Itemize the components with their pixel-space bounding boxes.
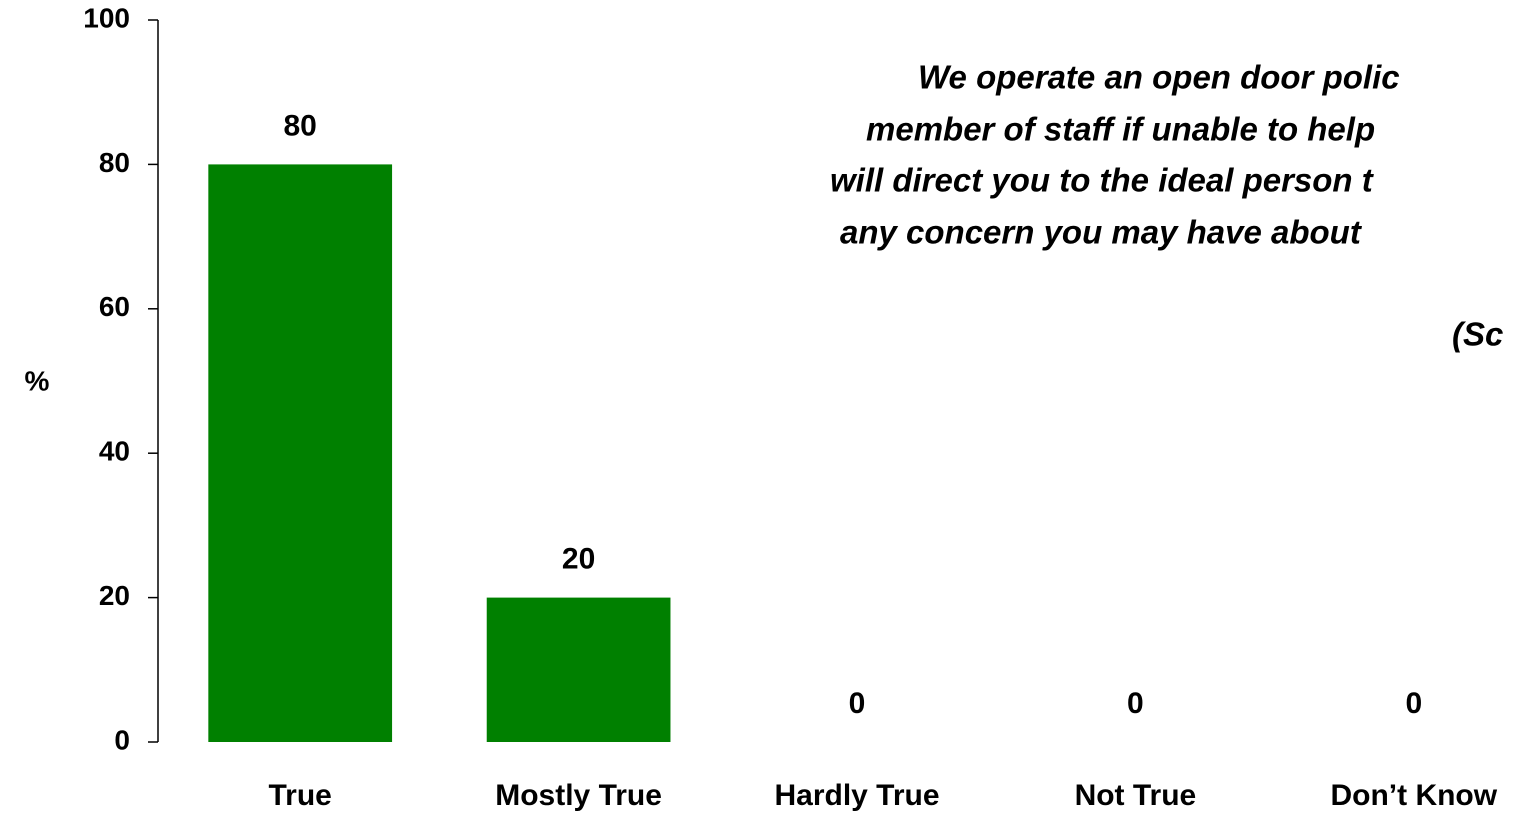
bar [486,597,671,742]
x-tick-label: Not True [1075,779,1197,812]
value-label: 0 [1127,687,1144,720]
y-tick-label: 0 [114,724,130,755]
y-axis-label: % [25,365,50,396]
y-tick-label: 40 [99,436,130,467]
x-tick-label: Don’t Know [1330,779,1497,812]
value-label: 20 [562,543,595,576]
annotation: any concern you may have about [840,214,1363,251]
annotation: (Sc [1452,316,1503,353]
annotation: We operate an open door polic [918,59,1400,96]
annotation: member of staff if unable to help [866,111,1375,148]
y-tick-label: 80 [99,147,130,178]
x-tick-label: Mostly True [495,779,662,812]
value-label: 80 [284,109,317,142]
value-label: 0 [1405,687,1422,720]
x-tick-label: True [269,779,332,812]
value-label: 0 [849,687,866,720]
x-tick-label: Hardly True [774,779,939,812]
annotation: will direct you to the ideal person t [830,162,1375,199]
y-tick-label: 100 [83,2,130,33]
y-tick-label: 20 [99,580,130,611]
bar [208,164,393,742]
y-tick-label: 60 [99,291,130,322]
